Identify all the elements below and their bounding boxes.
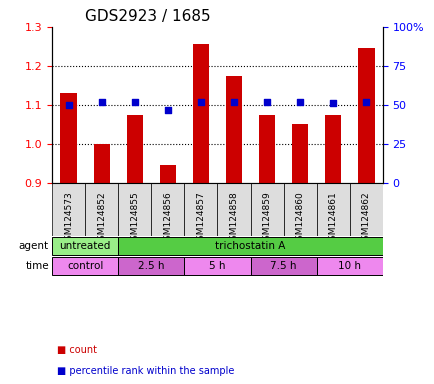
Point bbox=[329, 100, 336, 106]
Text: GSM124858: GSM124858 bbox=[229, 191, 238, 246]
Bar bbox=[357, 48, 374, 183]
Bar bbox=[225, 76, 242, 183]
Text: GSM124862: GSM124862 bbox=[361, 191, 370, 245]
FancyBboxPatch shape bbox=[349, 183, 382, 237]
Bar bbox=[192, 45, 209, 183]
Bar bbox=[159, 166, 176, 183]
Bar bbox=[93, 144, 110, 183]
Point bbox=[197, 99, 204, 105]
FancyBboxPatch shape bbox=[217, 183, 250, 237]
Bar bbox=[258, 115, 275, 183]
Text: untreated: untreated bbox=[59, 242, 111, 252]
Text: ■ percentile rank within the sample: ■ percentile rank within the sample bbox=[56, 366, 233, 376]
FancyBboxPatch shape bbox=[52, 257, 118, 275]
FancyBboxPatch shape bbox=[316, 183, 349, 237]
FancyBboxPatch shape bbox=[118, 237, 382, 255]
Text: GSM124852: GSM124852 bbox=[97, 191, 106, 245]
FancyBboxPatch shape bbox=[52, 237, 118, 255]
Text: GSM124855: GSM124855 bbox=[130, 191, 139, 246]
FancyBboxPatch shape bbox=[151, 183, 184, 237]
FancyBboxPatch shape bbox=[250, 257, 316, 275]
Text: 7.5 h: 7.5 h bbox=[270, 262, 296, 271]
Text: agent: agent bbox=[19, 242, 49, 252]
Point bbox=[98, 99, 105, 105]
Text: GDS2923 / 1685: GDS2923 / 1685 bbox=[85, 9, 210, 24]
Text: GSM124859: GSM124859 bbox=[262, 191, 271, 246]
Point bbox=[65, 102, 72, 108]
Text: trichostatin A: trichostatin A bbox=[215, 242, 285, 252]
Text: GSM124860: GSM124860 bbox=[295, 191, 304, 246]
Text: time: time bbox=[25, 262, 49, 271]
Text: 2.5 h: 2.5 h bbox=[138, 262, 164, 271]
FancyBboxPatch shape bbox=[118, 183, 151, 237]
Point bbox=[131, 99, 138, 105]
Point bbox=[164, 106, 171, 113]
FancyBboxPatch shape bbox=[184, 257, 250, 275]
Text: control: control bbox=[67, 262, 103, 271]
Text: 5 h: 5 h bbox=[209, 262, 225, 271]
Point bbox=[263, 99, 270, 105]
FancyBboxPatch shape bbox=[184, 183, 217, 237]
Text: GSM124857: GSM124857 bbox=[196, 191, 205, 246]
Bar bbox=[60, 93, 77, 183]
Text: ■ count: ■ count bbox=[56, 345, 96, 355]
Text: GSM124856: GSM124856 bbox=[163, 191, 172, 246]
Point bbox=[230, 99, 237, 105]
FancyBboxPatch shape bbox=[283, 183, 316, 237]
FancyBboxPatch shape bbox=[118, 257, 184, 275]
Bar bbox=[324, 115, 341, 183]
Bar bbox=[291, 124, 308, 183]
FancyBboxPatch shape bbox=[85, 183, 118, 237]
Point bbox=[296, 99, 303, 105]
Point bbox=[362, 99, 369, 105]
Bar bbox=[126, 115, 143, 183]
Text: 10 h: 10 h bbox=[338, 262, 360, 271]
FancyBboxPatch shape bbox=[316, 257, 382, 275]
FancyBboxPatch shape bbox=[52, 183, 85, 237]
Text: GSM124573: GSM124573 bbox=[64, 191, 73, 246]
Text: GSM124861: GSM124861 bbox=[328, 191, 337, 246]
FancyBboxPatch shape bbox=[250, 183, 283, 237]
